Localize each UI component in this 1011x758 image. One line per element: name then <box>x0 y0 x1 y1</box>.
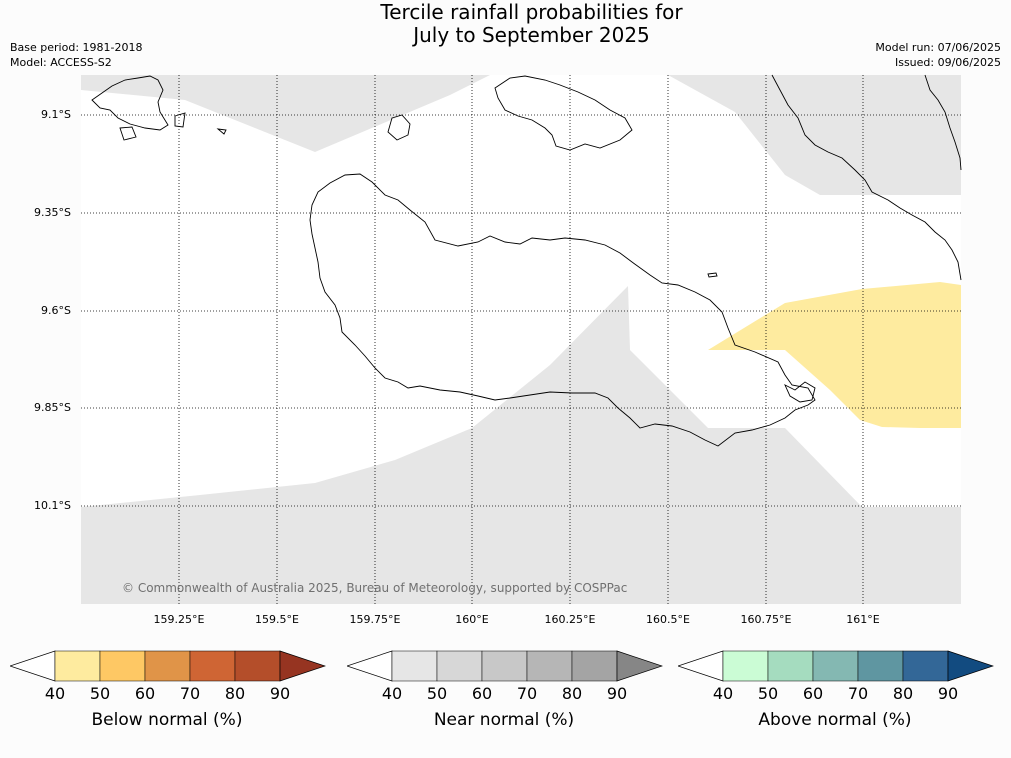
russell-islands-coastline <box>91 75 227 141</box>
lat-label-9-85: 9.85°S <box>34 401 71 414</box>
lat-label-9-1: 9.1°S <box>41 108 71 121</box>
meta-left: Base period: 1981-2018 Model: ACCESS-S2 <box>10 40 142 70</box>
below-normal-arrow-high <box>279 650 326 682</box>
near-normal-arrow-high <box>616 650 663 682</box>
below-normal-region <box>708 282 961 428</box>
colorbar-below-normal <box>10 650 326 682</box>
model-run: Model run: 07/06/2025 <box>875 41 1001 54</box>
colorbar-label-above-normal: Above normal (%) <box>758 710 912 730</box>
below-normal-segment-80 <box>234 650 281 682</box>
above-normal-tick-80: 80 <box>892 684 914 703</box>
near-normal-arrow-low <box>347 650 393 682</box>
below-normal-tick-60: 60 <box>134 684 156 703</box>
above-normal-segment-40 <box>722 650 769 682</box>
lon-label-160-5: 160.5°E <box>646 613 690 626</box>
title-line-2: July to September 2025 <box>413 23 650 47</box>
colorbar-above-normal <box>678 650 994 682</box>
above-normal-segment-80 <box>902 650 949 682</box>
below-normal-arrow-low <box>10 650 56 682</box>
lon-label-159-25: 159.25°E <box>153 613 205 626</box>
below-normal-tick-80: 80 <box>224 684 246 703</box>
near-normal-segment-60 <box>481 650 528 682</box>
issued-date: Issued: 09/06/2025 <box>894 56 1001 69</box>
chart-title: Tercile rainfall probabilities for July … <box>0 1 1011 47</box>
marau-islets-coastline <box>784 381 816 403</box>
above-normal-tick-60: 60 <box>802 684 824 703</box>
above-normal-segment-50 <box>767 650 814 682</box>
near-normal-region-north <box>81 75 490 152</box>
below-normal-segment-50 <box>99 650 146 682</box>
below-normal-tick-50: 50 <box>89 684 111 703</box>
base-period: Base period: 1981-2018 <box>10 41 143 54</box>
near-normal-segment-40 <box>391 650 438 682</box>
coastlines <box>91 74 962 447</box>
colorbar-label-below-normal: Below normal (%) <box>91 710 243 730</box>
near-normal-tick-40: 40 <box>381 684 403 703</box>
below-normal-segment-70 <box>189 650 236 682</box>
small-islet-coastline <box>707 272 718 278</box>
model-name: Model: ACCESS-S2 <box>10 56 112 69</box>
near-normal-segment-80 <box>571 650 618 682</box>
guadalcanal-coastline <box>309 173 816 447</box>
malaita-coastline <box>771 74 962 281</box>
near-normal-tick-80: 80 <box>561 684 583 703</box>
near-normal-tick-70: 70 <box>516 684 538 703</box>
below-normal-tick-40: 40 <box>44 684 66 703</box>
lat-label-10-1: 10.1°S <box>34 499 71 512</box>
near-normal-tick-60: 60 <box>471 684 493 703</box>
savo-island-coastline <box>387 114 411 141</box>
colorbar-label-near-normal: Near normal (%) <box>433 710 575 730</box>
lat-label-9-35: 9.35°S <box>34 206 71 219</box>
lon-label-161: 161°E <box>846 613 880 626</box>
above-normal-arrow-high <box>947 650 994 682</box>
near-normal-segment-70 <box>526 650 573 682</box>
map-gridlines <box>81 75 961 604</box>
near-normal-region-northeast <box>668 75 961 195</box>
near-normal-tick-50: 50 <box>426 684 448 703</box>
florida-islands-coastline <box>494 75 633 151</box>
above-normal-tick-90: 90 <box>937 684 959 703</box>
near-normal-region-south <box>81 286 961 604</box>
northeast-coastline <box>924 74 962 171</box>
copyright-notice: © Commonwealth of Australia 2025, Bureau… <box>122 581 628 595</box>
below-normal-segment-40 <box>54 650 101 682</box>
above-normal-tick-50: 50 <box>757 684 779 703</box>
lon-label-160-75: 160.75°E <box>740 613 792 626</box>
above-normal-arrow-low <box>678 650 724 682</box>
colorbar-near-normal <box>347 650 663 682</box>
above-normal-tick-40: 40 <box>712 684 734 703</box>
below-normal-segment-60 <box>144 650 191 682</box>
below-normal-tick-90: 90 <box>269 684 291 703</box>
near-normal-segment-50 <box>436 650 483 682</box>
title-line-1: Tercile rainfall probabilities for <box>380 0 683 24</box>
lon-label-160: 160°E <box>455 613 489 626</box>
lat-label-9-6: 9.6°S <box>41 304 71 317</box>
near-normal-tick-90: 90 <box>606 684 628 703</box>
above-normal-segment-70 <box>857 650 904 682</box>
lon-label-160-25: 160.25°E <box>544 613 596 626</box>
below-normal-tick-70: 70 <box>179 684 201 703</box>
above-normal-segment-60 <box>812 650 859 682</box>
meta-right: Model run: 07/06/2025 Issued: 09/06/2025 <box>875 40 1001 70</box>
lon-label-159-75: 159.75°E <box>349 613 401 626</box>
lon-label-159-5: 159.5°E <box>255 613 299 626</box>
above-normal-tick-70: 70 <box>847 684 869 703</box>
